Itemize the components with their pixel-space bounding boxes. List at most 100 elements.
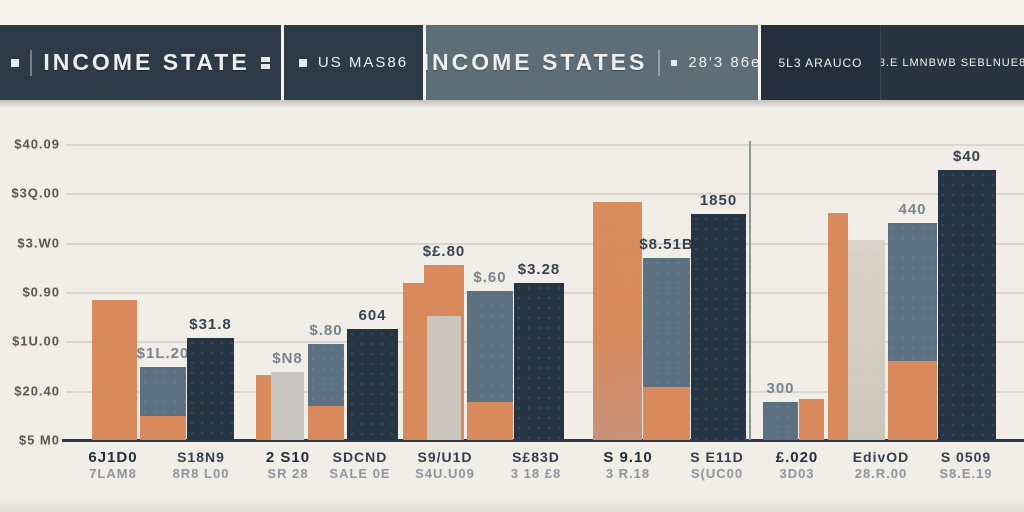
x-axis-label-secondary: 3D03	[779, 466, 815, 481]
header-tab-tab-us[interactable]: US MAS86	[284, 25, 423, 100]
x-axis-label-primary: S 9.10	[603, 449, 653, 466]
x-axis-label-secondary: S(UC00	[690, 466, 744, 481]
bar	[938, 170, 996, 440]
bar-value-label: $1L.20	[136, 345, 190, 362]
gridline	[66, 243, 1024, 245]
bar	[256, 375, 271, 440]
x-axis-label-secondary: 3 R.18	[605, 466, 651, 481]
bar-orange-segment	[643, 387, 690, 440]
header-tab-brand[interactable]: INCOME STATE	[0, 25, 281, 100]
header-tab-label: 5L3 ARAUCO	[778, 55, 863, 70]
bar-inner-overlay	[427, 316, 461, 440]
header-divider	[281, 25, 284, 100]
divider-line	[658, 49, 661, 76]
header-divider	[880, 25, 881, 100]
bullet-square-icon	[298, 58, 307, 67]
bar	[92, 300, 137, 440]
bar-orange-segment	[888, 361, 937, 440]
header-divider	[423, 25, 426, 100]
bar	[347, 329, 398, 440]
x-axis-label-primary: £.020	[775, 449, 819, 466]
y-axis-label: $20.40	[14, 383, 60, 399]
bar-value-label: 440	[898, 201, 927, 218]
header-tab-label: US MAS86	[317, 54, 409, 71]
bar	[467, 291, 513, 440]
x-axis-label-secondary: 28.R.00	[854, 466, 908, 481]
header-tab-tab-arauco[interactable]: 5L3 ARAUCO	[761, 25, 880, 100]
bar	[187, 338, 234, 440]
header-divider	[758, 25, 761, 100]
x-axis-label-secondary: 3 18 £8	[510, 466, 562, 481]
bar	[799, 399, 824, 440]
bar	[593, 202, 642, 440]
bar	[271, 372, 304, 440]
header-bar: INCOME STATE US MAS86 INCOME STATES 28'3 86…	[0, 25, 1024, 100]
bar-value-label: $3.28	[517, 261, 561, 278]
bar	[403, 283, 424, 440]
gridline	[66, 144, 1024, 146]
header-tab-label: 28'3 86e	[688, 54, 758, 71]
x-axis-label-primary: S E11D	[690, 449, 744, 465]
x-axis-label-primary: SDCND	[332, 449, 388, 465]
y-axis-label: $0.90	[22, 284, 60, 300]
y-axis-label: $5 M0	[18, 432, 60, 448]
x-axis-label-secondary: 8R8 L00	[172, 466, 230, 481]
header-tab-states[interactable]: INCOME STATES 28'3 86e	[426, 25, 758, 100]
bar-value-label: $.60	[473, 269, 507, 286]
bar	[140, 367, 186, 440]
bar-value-label: $31.8	[189, 316, 232, 333]
bar-value-label: 604	[358, 307, 387, 324]
bar-orange-segment	[467, 402, 513, 440]
bar	[848, 240, 885, 440]
bar	[888, 223, 937, 440]
x-axis-label-primary: 6J1D0	[88, 449, 138, 466]
x-axis-label-primary: S£83D	[512, 449, 560, 465]
bar-value-label: $N8	[272, 350, 303, 367]
bar	[514, 283, 564, 440]
stacked-bars-icon	[260, 56, 270, 69]
panel-divider-line	[749, 141, 751, 440]
bar-value-label: $8.51B	[639, 236, 694, 253]
bar	[643, 258, 690, 440]
x-axis-label-primary: 2 S10	[265, 449, 311, 466]
x-axis-line	[62, 439, 1024, 442]
bullet-square-icon	[671, 59, 678, 66]
header-shadow	[0, 100, 1024, 108]
bar	[828, 213, 848, 440]
x-axis-label-secondary: S8.E.19	[939, 466, 993, 481]
top-margin-strip	[0, 0, 1024, 25]
y-axis-label: $40.09	[14, 136, 60, 152]
bar-orange-segment	[308, 406, 344, 440]
bar-value-label: $40	[952, 148, 982, 165]
bar-orange-segment	[140, 416, 186, 440]
header-tab-label: 3.E LMNBWB SEBLNUE8	[881, 56, 1024, 69]
bar-value-label: $£.80	[422, 243, 466, 260]
bottom-margin-strip	[0, 496, 1024, 512]
header-title: INCOME STATE	[43, 49, 250, 75]
x-axis-label-primary: EdivOD	[852, 449, 910, 465]
x-axis-label-primary: S18N9	[177, 449, 225, 465]
header-tab-tab-misc[interactable]: 3.E LMNBWB SEBLNUE8	[881, 25, 1024, 100]
x-axis-label-primary: S9/U1D	[417, 449, 473, 465]
y-axis-label: $1U.00	[12, 333, 60, 349]
y-axis-label: $3.W0	[17, 235, 60, 251]
bullet-square-icon	[11, 58, 20, 67]
bar	[691, 214, 746, 440]
divider-line	[30, 49, 33, 76]
x-axis-label-secondary: S4U.U09	[415, 466, 475, 481]
bar	[308, 344, 344, 440]
x-axis-label-secondary: 7LAM8	[89, 466, 137, 481]
y-axis-label: $3Q.00	[11, 185, 60, 201]
gridline	[66, 193, 1024, 195]
x-axis-label-primary: S 0509	[940, 449, 992, 465]
bar-value-label: 1850	[699, 192, 738, 209]
bar	[424, 265, 464, 440]
x-axis-label-secondary: SR 28	[267, 466, 309, 481]
bar-value-label: 300	[766, 380, 795, 397]
x-axis-label-secondary: SALE 0E	[329, 466, 391, 481]
bar-value-label: $.80	[309, 322, 343, 339]
bar	[763, 402, 798, 440]
header-title: INCOME STATES	[426, 49, 648, 75]
